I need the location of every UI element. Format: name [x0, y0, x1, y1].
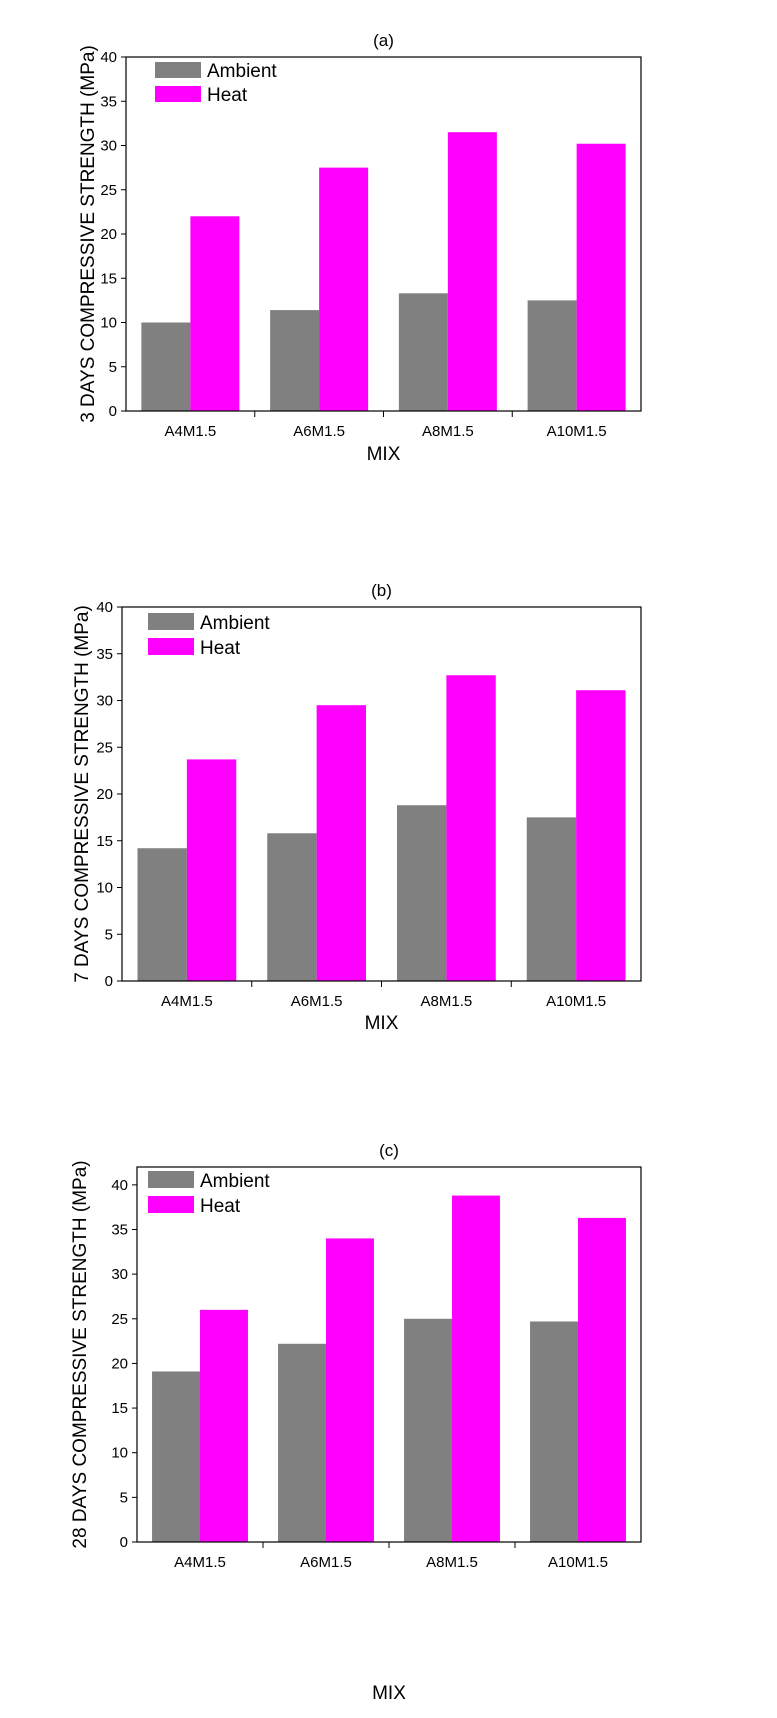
y-axis: 0 5 10 15 20 25 30 35 40	[96, 599, 122, 990]
y-tick-label: 25	[100, 182, 117, 199]
y-tick-label: 25	[96, 739, 113, 756]
y-tick-label: 0	[120, 1534, 128, 1551]
legend-swatch-heat	[148, 638, 194, 655]
bar-heat-a8m1-5	[446, 675, 496, 981]
x-axis-title: MIX	[365, 1013, 399, 1034]
legend-swatch-heat	[155, 86, 201, 102]
legend-label-ambient: Ambient	[200, 613, 270, 634]
bar-heat-a4m1-5	[186, 759, 237, 981]
bar-ambient-a8m1-5	[396, 805, 447, 981]
y-tick-label: 20	[96, 786, 113, 803]
y-tick-label: 35	[96, 646, 113, 663]
bar-heat-a6m1-5	[316, 705, 367, 981]
y-tick-label: 40	[96, 599, 113, 616]
chart-c: 0 5 10 15 20 25 30 35 40 A4M1.5 A6M1.5 A8M1.5 A10M1.…	[70, 1141, 642, 1704]
bar-heat-a4m1-5	[200, 1309, 248, 1542]
bar-ambient-a10m1-5	[527, 300, 577, 411]
y-tick-label: 40	[111, 1177, 128, 1194]
x-tick-label: A4M1.5	[174, 1554, 226, 1571]
x-tick-label: A8M1.5	[422, 423, 474, 440]
y-tick-label: 0	[109, 403, 117, 420]
y-tick-label: 20	[111, 1355, 128, 1372]
y-tick-label: 20	[100, 226, 117, 243]
bar-heat-a6m1-5	[326, 1238, 374, 1542]
y-tick-label: 15	[100, 270, 117, 287]
legend: Ambient Heat	[148, 1171, 270, 1217]
bar-ambient-a6m1-5	[278, 1343, 326, 1542]
bar-ambient-a10m1-5	[526, 817, 577, 981]
x-tick-label: A10M1.5	[548, 1554, 608, 1571]
x-axis-title: MIX	[372, 1683, 406, 1704]
y-tick-label: 0	[105, 973, 113, 990]
legend-swatch-ambient	[148, 613, 194, 630]
y-tick-label: 10	[96, 880, 113, 897]
panel-title: (c)	[379, 1141, 399, 1160]
x-tick-label: A10M1.5	[546, 993, 606, 1010]
y-tick-label: 25	[111, 1311, 128, 1328]
x-tick-label: A4M1.5	[165, 423, 217, 440]
y-tick-label: 30	[111, 1266, 128, 1283]
y-tick-label: 5	[105, 926, 113, 943]
bar-ambient-a8m1-5	[404, 1318, 452, 1542]
legend-swatch-heat	[148, 1196, 194, 1213]
panel-title: (b)	[371, 581, 392, 600]
bar-heat-a10m1-5	[576, 143, 626, 412]
legend-swatch-ambient	[148, 1171, 194, 1188]
x-tick-label: A6M1.5	[291, 993, 343, 1010]
bar-heat-a6m1-5	[319, 167, 369, 411]
legend-label-heat: Heat	[200, 638, 241, 659]
bar-ambient-a4m1-5	[141, 322, 191, 411]
legend-label-ambient: Ambient	[207, 61, 277, 82]
bars	[152, 1195, 626, 1542]
x-tick-label: A8M1.5	[426, 1554, 478, 1571]
y-tick-label: 40	[100, 49, 117, 66]
x-tick-label: A8M1.5	[421, 993, 473, 1010]
y-axis-title: 7 DAYS COMPRESSIVE STRENGTH (MPa)	[72, 605, 93, 983]
bars	[141, 132, 626, 412]
legend-label-ambient: Ambient	[200, 1171, 270, 1192]
y-tick-label: 5	[109, 359, 117, 376]
y-tick-label: 15	[111, 1400, 128, 1417]
bar-heat-a8m1-5	[447, 132, 497, 411]
y-tick-label: 30	[100, 138, 117, 155]
bars	[137, 675, 626, 981]
y-tick-label: 5	[120, 1489, 128, 1506]
x-axis-title: MIX	[367, 444, 401, 465]
bar-ambient-a8m1-5	[398, 293, 448, 411]
x-tick-label: A4M1.5	[161, 993, 213, 1010]
y-tick-label: 35	[111, 1222, 128, 1239]
x-tick-label: A6M1.5	[300, 1554, 352, 1571]
bar-heat-a10m1-5	[578, 1217, 626, 1542]
bar-heat-a4m1-5	[190, 216, 240, 411]
bar-ambient-a4m1-5	[137, 848, 187, 981]
legend-label-heat: Heat	[207, 85, 248, 106]
y-tick-label: 35	[100, 93, 117, 110]
legend-swatch-ambient	[155, 62, 201, 78]
x-axis: A4M1.5 A6M1.5 A8M1.5 A10M1.5	[165, 411, 607, 440]
legend-label-heat: Heat	[200, 1196, 241, 1217]
y-tick-label: 10	[111, 1445, 128, 1462]
x-axis: A4M1.5 A6M1.5 A8M1.5 A10M1.5	[174, 1542, 608, 1571]
y-tick-label: 30	[96, 693, 113, 710]
y-tick-label: 10	[100, 315, 117, 332]
panel-title: (a)	[373, 31, 394, 50]
legend: Ambient Heat	[155, 61, 277, 106]
y-axis: 0 5 10 15 20 25 30 35 40	[100, 49, 126, 420]
y-axis-title: 3 DAYS COMPRESSIVE STRENGTH (MPa)	[78, 45, 99, 423]
bar-ambient-a4m1-5	[152, 1371, 200, 1542]
x-tick-label: A6M1.5	[293, 423, 345, 440]
y-tick-label: 15	[96, 833, 113, 850]
y-axis: 0 5 10 15 20 25 30 35 40	[111, 1177, 137, 1551]
x-axis: A4M1.5 A6M1.5 A8M1.5 A10M1.5	[161, 981, 606, 1010]
x-tick-label: A10M1.5	[547, 423, 607, 440]
y-axis-title: 28 DAYS COMPRESSIVE STRENGTH (MPa)	[70, 1160, 91, 1548]
bar-ambient-a10m1-5	[530, 1321, 578, 1542]
chart-a: 0 5 10 15 20 25 30 35 40 A4M1.5 A6M1.5 A8M1.5 A10M1.…	[78, 31, 642, 465]
legend: Ambient Heat	[148, 613, 270, 659]
bar-heat-a8m1-5	[452, 1195, 500, 1542]
bar-ambient-a6m1-5	[267, 833, 317, 981]
bar-ambient-a6m1-5	[270, 310, 320, 411]
chart-b: 0 5 10 15 20 25 30 35 40 A4M1.5 A6M1.5 A8M1.5 A10M1.…	[72, 581, 642, 1034]
bar-heat-a10m1-5	[576, 690, 626, 981]
